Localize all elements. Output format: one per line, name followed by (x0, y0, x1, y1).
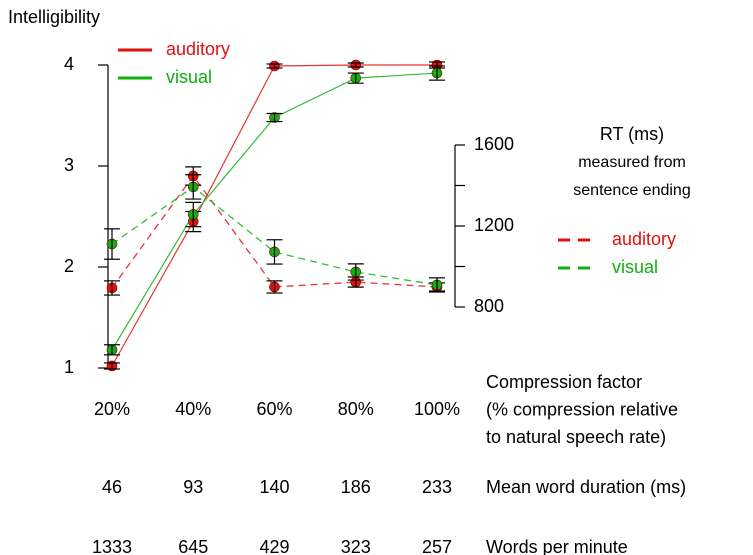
x-tick-label: 100% (414, 399, 460, 419)
x-axis-label: Compression factor (486, 372, 642, 392)
legend-label: visual (612, 257, 658, 277)
y-tick-label: 1 (64, 357, 74, 377)
y-tick-label: 2 (64, 256, 74, 276)
x-tick-label: 60% (256, 399, 292, 419)
row-value: 93 (183, 477, 203, 497)
y2-tick-label: 800 (474, 296, 504, 316)
y2-axis-label: sentence ending (573, 182, 690, 199)
x-tick-label: 80% (338, 399, 374, 419)
x-tick-label: 40% (175, 399, 211, 419)
y-tick-label: 3 (64, 155, 74, 175)
row-value: 429 (259, 537, 289, 555)
x-tick-label: 20% (94, 399, 130, 419)
row-value: 140 (259, 477, 289, 497)
y-tick-label: 4 (64, 54, 74, 74)
y2-tick-label: 1600 (474, 134, 514, 154)
y2-tick-label: 1200 (474, 215, 514, 235)
series-line (111, 64, 437, 367)
x-axis-label: (% compression relative (486, 399, 678, 419)
legend-label: auditory (612, 229, 676, 249)
row-value: 1333 (92, 537, 132, 555)
row-value: 186 (341, 477, 371, 497)
row-value: 257 (422, 537, 452, 555)
series-line (111, 186, 438, 286)
legend-label: visual (166, 67, 212, 87)
legend-label: auditory (166, 39, 230, 59)
row-label: Words per minute (486, 537, 628, 555)
row-value: 233 (422, 477, 452, 497)
y2-axis-label: RT (ms) (600, 124, 664, 144)
series-line (111, 174, 438, 289)
y2-axis-label: measured from (578, 154, 686, 171)
row-value: 645 (178, 537, 208, 555)
x-axis-label: to natural speech rate) (486, 427, 666, 447)
row-label: Mean word duration (ms) (486, 477, 686, 497)
row-value: 323 (341, 537, 371, 555)
y-axis-label: Intelligibility (8, 7, 100, 27)
row-value: 46 (102, 477, 122, 497)
